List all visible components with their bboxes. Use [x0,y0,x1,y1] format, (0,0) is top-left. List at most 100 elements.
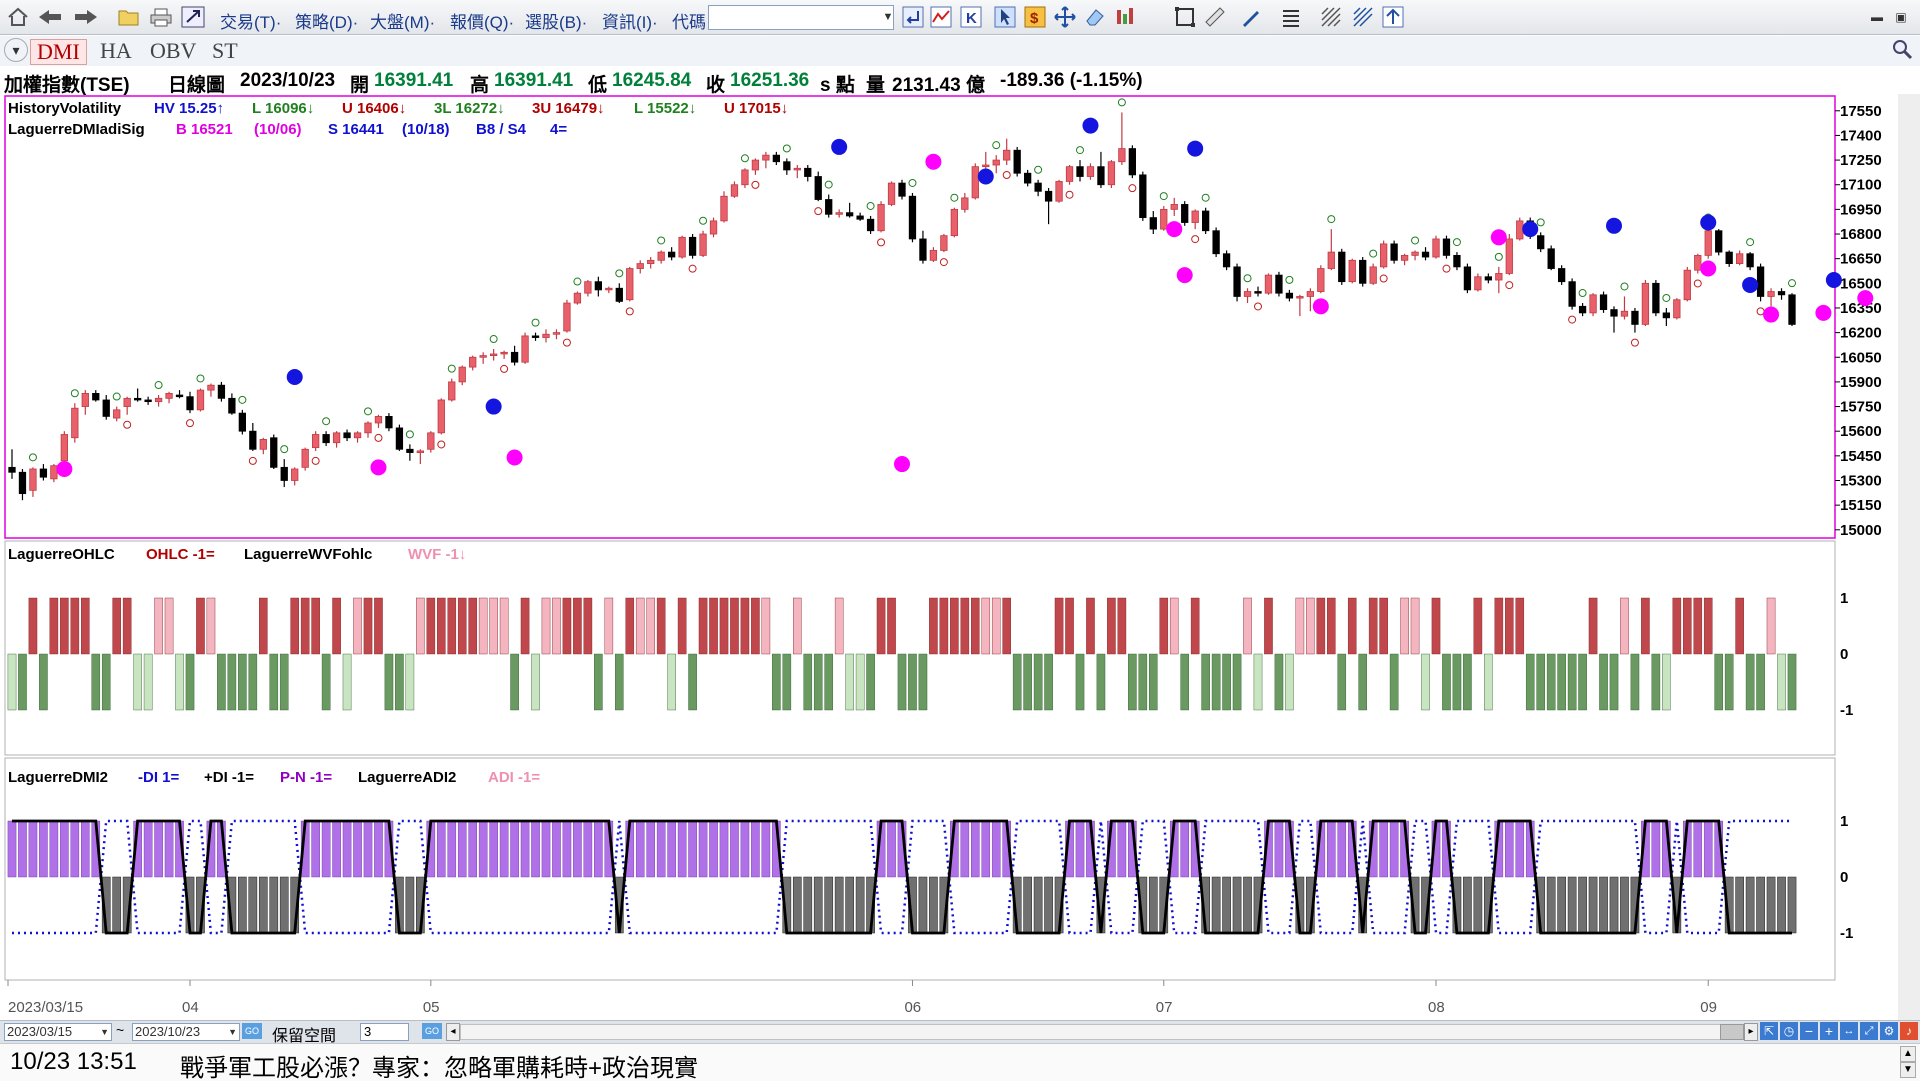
window-restore-icon[interactable]: ▣ [1895,10,1907,24]
dropdown-chevron-icon[interactable]: ▼ [882,11,894,23]
candle-body [835,212,843,215]
zoom-out-icon[interactable]: − [1800,1022,1818,1040]
candle-body [1537,235,1545,250]
eraser-icon[interactable] [1082,4,1108,30]
pn-bar [478,820,488,878]
date-tick-label-6: 09 [1700,999,1717,1016]
menu-quote[interactable]: 報價(Q)· [450,13,515,32]
news-ticker[interactable]: 10/23 13:51 戰爭軍工股必漲？專家：忽略軍購耗時+政治現實 ▲ ▼ [0,1043,1920,1082]
menu-trade[interactable]: 交易(T)· [220,13,282,32]
symbol-code-input[interactable] [708,5,894,30]
ohlc-bar-up [426,597,436,655]
menu-info[interactable]: 資訊(I)· [602,13,658,32]
tab-dmi[interactable]: DMI [30,39,87,65]
alert-bell-icon[interactable]: ♪ [1900,1022,1918,1040]
plus-di-bar [405,876,415,934]
ohlc-bar-down [1609,653,1619,711]
move-icon[interactable] [1052,4,1078,30]
go-button[interactable]: GO [242,1023,262,1039]
pn-bar [531,820,540,878]
fullscreen-icon[interactable]: ⤢ [1860,1022,1878,1040]
candle-body [783,161,791,171]
list-icon[interactable] [1278,4,1304,30]
ohlc-bar-up [311,597,320,655]
ohlc-bar-down [18,653,27,711]
gradient-icon[interactable] [1350,4,1376,30]
bars-icon[interactable] [1112,4,1138,30]
chart-line-icon[interactable] [928,4,954,30]
date-from-select[interactable]: 2023/03/15 ▼ [4,1023,112,1041]
date-to-select[interactable]: 2023/10/23 ▼ [132,1023,240,1041]
candle-body [1327,251,1335,269]
scroll-right-icon[interactable]: ▸ [1744,1023,1758,1041]
pn-bar [1693,820,1703,878]
hv-dot-red [374,433,383,442]
back-arrow-icon[interactable] [36,4,64,30]
open-folder-icon[interactable] [116,4,142,30]
date-tick-label-0: 2023/03/15 [8,999,83,1016]
tab-ha[interactable]: HA [100,38,132,63]
menu-strategy[interactable]: 策略(D)· [295,13,359,32]
hatch-icon[interactable] [1318,4,1344,30]
pn-bar [7,820,17,878]
legend-hv-1: HV 15.25↑ [154,100,224,117]
window-minimize-icon[interactable]: ▬ [1871,10,1883,24]
svg-text:K: K [966,10,977,27]
reserve-go-button[interactable]: GO [422,1023,442,1039]
plus-di-bar [824,876,834,934]
menu-stock-select[interactable]: 選股(B)· [525,13,588,32]
candle-body [1442,238,1451,256]
fit-width-icon[interactable]: ↔ [1840,1022,1858,1040]
date-tick-label-3: 06 [904,999,921,1016]
tab-menu-chevron-icon[interactable]: ▾ [4,38,28,62]
up-arrow-icon[interactable] [1380,4,1406,30]
print-icon[interactable] [148,4,174,30]
zoom-fit-icon[interactable]: ⇱ [1760,1022,1778,1040]
plus-di-bar [238,876,247,934]
tab-obv[interactable]: OBV [150,38,197,63]
cursor-icon[interactable] [992,4,1018,30]
return-icon[interactable] [900,4,926,30]
zoom-in-icon[interactable]: + [1820,1022,1838,1040]
forward-arrow-icon[interactable] [72,4,100,30]
home-icon[interactable] [6,4,30,30]
ruler-icon[interactable] [1202,4,1228,30]
hv-dot-green [1243,274,1252,283]
zoom-search-icon[interactable] [1890,36,1914,62]
news-headline[interactable]: 戰爭軍工股必漲？專家：忽略軍購耗時+政治現實 [180,1055,699,1082]
candle-body [1076,166,1084,177]
plus-di-bar [845,876,854,934]
dollar-icon[interactable]: $ [1022,4,1048,30]
candle-body [919,238,927,261]
ohlc-bar-down [813,653,823,711]
ohlc-bar-up [206,597,216,655]
news-scroll-down-icon[interactable]: ▼ [1900,1062,1916,1078]
ohlc-bar-down [1546,653,1556,711]
hv-dot-green [740,154,749,163]
expand-icon[interactable] [180,4,206,30]
settings-icon[interactable]: ⚙ [1880,1022,1898,1040]
box-icon[interactable] [1172,4,1198,30]
ohlc-bar-down [803,653,813,711]
pn-bar [311,820,320,878]
horizontal-scrollbar[interactable] [460,1024,1738,1040]
hv-dot-green [447,364,456,373]
legend-signal-3: S 16441 [328,121,384,138]
candle-body [720,195,728,222]
candle-body [531,335,540,338]
menu-market[interactable]: 大盤(M)· [370,13,436,32]
scroll-left-icon[interactable]: ◂ [446,1023,460,1041]
pen-icon[interactable] [1238,4,1264,30]
pn-bar [991,820,1001,878]
reserve-space-input[interactable]: 3 [360,1023,409,1041]
scroll-thumb[interactable] [1720,1024,1744,1040]
tab-st[interactable]: ST [212,38,238,63]
candle-body [908,195,917,240]
k-icon[interactable]: K [958,4,984,30]
vertical-scrollbar[interactable] [1898,94,1920,1020]
ohlc-bar-down [1578,653,1587,711]
clock-icon[interactable]: ◷ [1780,1022,1798,1040]
stock-chart[interactable]: HistoryVolatility HV 15.25↑ L 16096↓ U 1640… [0,94,1920,1020]
news-scroll-up-icon[interactable]: ▲ [1900,1046,1916,1062]
candle-body [982,164,990,168]
